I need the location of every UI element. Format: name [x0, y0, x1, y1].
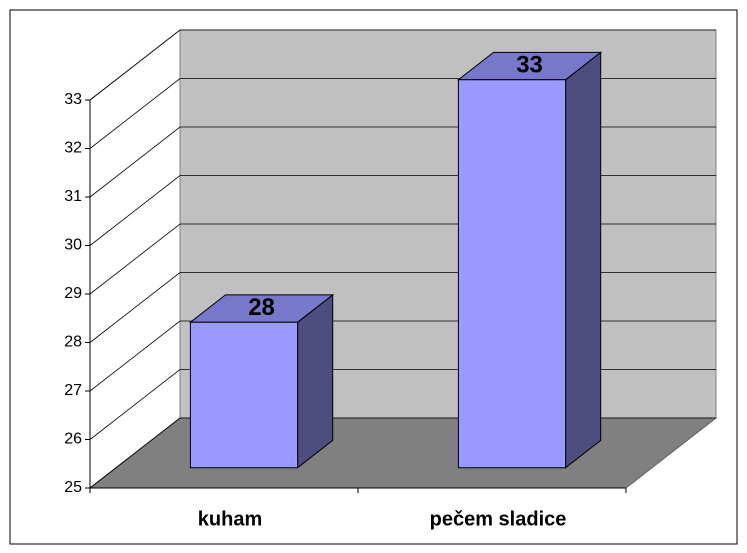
bar-side — [297, 293, 334, 469]
bar — [189, 321, 299, 469]
x-tick-label: pečem sladice — [430, 508, 567, 530]
bar-side — [565, 51, 602, 469]
value-label: 28 — [248, 294, 275, 321]
y-tick-label: 29 — [64, 285, 82, 302]
y-tick-label: 25 — [64, 479, 82, 496]
bar — [457, 79, 567, 469]
y-tick-label: 27 — [64, 382, 82, 399]
grid-line — [89, 29, 716, 101]
y-tick-label: 33 — [64, 91, 82, 108]
y-tick-label: 31 — [64, 188, 82, 205]
floor — [88, 417, 718, 489]
y-tick-label: 32 — [64, 140, 82, 157]
y-tick-label: 26 — [64, 431, 82, 448]
x-tick-label: kuham — [198, 508, 262, 530]
value-label: 33 — [516, 51, 543, 78]
y-tick-label: 30 — [64, 237, 82, 254]
y-tick-label: 28 — [64, 334, 82, 351]
